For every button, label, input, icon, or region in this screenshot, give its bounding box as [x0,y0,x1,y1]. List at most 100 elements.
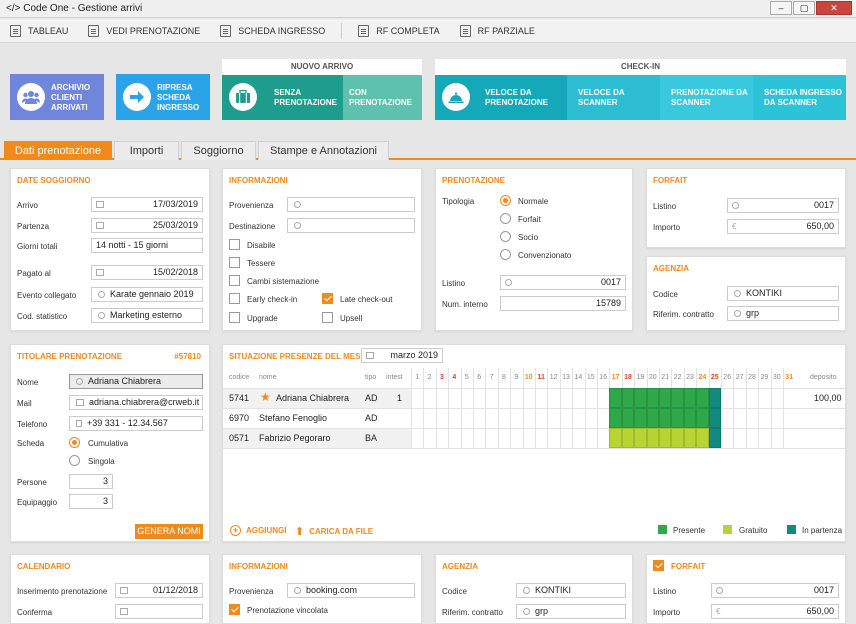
cambi-sistemazione-checkbox[interactable] [229,275,240,286]
radio-singola[interactable] [69,455,80,466]
genera-nomi-button[interactable]: GENERA NOMI [135,524,203,539]
presence-cell[interactable] [646,388,659,408]
agenzia2-codice-field[interactable]: KONTIKI [516,583,626,598]
ripresa-scheda-button[interactable]: RIPRESA SCHEDA INGRESSO [116,74,210,120]
provenienza-field[interactable] [287,197,415,212]
veloce-da-prenotazione-button[interactable]: VELOCE DA PRENOTAZIONE [435,75,567,120]
conferma-field[interactable] [115,604,203,619]
scheda-ingresso-da-scanner-button[interactable]: SCHEDA INGRESSO DA SCANNER [753,75,846,120]
forfait-listino-field[interactable]: 0017 [727,198,839,213]
departure-cell[interactable] [708,388,721,408]
radio-normale[interactable] [500,195,511,206]
presence-cell[interactable] [609,428,622,448]
presence-cell[interactable] [683,428,697,448]
forfait2-importo-field[interactable]: €650,00 [711,604,839,619]
toolbar-scheda-ingresso[interactable]: SCHEDA INGRESSO [210,19,335,43]
early-checkin-checkbox[interactable] [229,293,240,304]
presence-cell[interactable] [621,408,635,428]
forfait2-listino-field[interactable]: 0017 [711,583,839,598]
toolbar-vedi-prenotazione[interactable]: VEDI PRENOTAZIONE [78,19,210,43]
presence-cell[interactable] [609,388,622,408]
upgrade-checkbox[interactable] [229,312,240,323]
toolbar-rf-parziale[interactable]: RF PARZIALE [450,19,545,43]
persone-field[interactable]: 3 [69,474,113,489]
close-button[interactable]: ✕ [816,1,852,15]
presence-cell[interactable] [696,408,709,428]
prenotazione-vincolata-checkbox[interactable] [229,604,240,615]
presence-cell[interactable] [671,408,684,428]
agenzia2-rif-field[interactable]: grp [516,604,626,619]
radio-convenzionato[interactable] [500,249,511,260]
tessere-checkbox[interactable] [229,257,240,268]
agenzia-rif-field[interactable]: grp [727,306,839,321]
equipaggio-field[interactable]: 3 [69,494,113,509]
pagato-field[interactable]: 15/02/2018 [91,265,203,280]
presence-cell[interactable] [646,408,659,428]
destinazione-label: Destinazione [229,222,276,231]
con-label: CON PRENOTAZIONE [349,88,412,107]
prenotazione-da-scanner-button[interactable]: PRENOTAZIONE DA SCANNER [660,75,753,120]
tab-importi[interactable]: Importi [114,141,179,160]
departure-cell[interactable] [708,428,721,448]
presence-cell[interactable] [609,408,622,428]
search-icon [294,201,301,208]
forfait2-checkbox[interactable] [653,560,664,571]
presence-cell[interactable] [671,428,684,448]
presence-cell[interactable] [634,428,647,448]
presence-cell[interactable] [621,428,635,448]
presence-cell[interactable] [646,428,659,448]
presence-cell[interactable] [659,428,672,448]
radio-socio[interactable] [500,231,511,242]
presence-cell[interactable] [659,408,672,428]
nome-field[interactable]: Adriana Chiabrera [69,374,203,389]
veloce-da-scanner-button[interactable]: VELOCE DA SCANNER [567,75,660,120]
agenzia-codice-field[interactable]: KONTIKI [727,286,839,301]
aggiungi-button[interactable]: + AGGIUNGI [230,525,286,536]
con-prenotazione-button[interactable]: CON PRENOTAZIONE [343,75,422,120]
tessere-label: Tessere [247,259,276,268]
upsell-checkbox[interactable] [322,312,333,323]
provenienza2-field[interactable]: booking.com [287,583,415,598]
carica-da-file-button[interactable]: ⬆ CARICA DA FILE [295,526,374,538]
archivio-clienti-button[interactable]: ARCHIVIO CLIENTI ARRIVATI [10,74,104,120]
cod-statistico-field[interactable]: Marketing esterno [91,308,203,323]
listino-field[interactable]: 0017 [500,275,626,290]
partenza-field[interactable]: 25/03/2019 [91,218,203,233]
num-interno-field[interactable]: 15789 [500,296,626,311]
radio-forfait[interactable] [500,213,511,224]
inserimento-field[interactable]: 01/12/2018 [115,583,203,598]
presence-cell[interactable] [683,408,697,428]
forfait2-importo-label: Importo [653,608,681,617]
late-checkout-checkbox[interactable] [322,293,333,304]
mail-field[interactable]: adriana.chiabrera@crweb.it [69,395,203,410]
evento-field[interactable]: Karate gennaio 2019 [91,287,203,302]
presence-cell[interactable] [696,428,709,448]
tab-dati-prenotazione[interactable]: Dati prenotazione [4,141,112,160]
cod-statistico-label: Cod. statistico [17,312,68,321]
senza-prenotazione-button[interactable]: SENZA PRENOTAZIONE [222,75,343,120]
minimize-button[interactable]: – [770,1,792,15]
tab-stampe-annotazioni[interactable]: Stampe e Annotazioni [258,141,389,160]
conferma-label: Conferma [17,608,53,617]
presence-cell[interactable] [634,408,647,428]
radio-cumulativa[interactable] [69,437,80,448]
telefono-field[interactable]: +39 331 - 12.34.567 [69,416,203,431]
star-icon[interactable]: ★ [260,390,271,404]
toolbar-tableau[interactable]: TABLEAU [0,19,78,43]
presence-cell[interactable] [634,388,647,408]
panel-title: FORFAIT [671,562,706,571]
month-picker[interactable]: marzo 2019 [361,348,443,363]
tab-soggiorno[interactable]: Soggiorno [181,141,256,160]
departure-cell[interactable] [708,408,721,428]
forfait-importo-field[interactable]: €650,00 [727,219,839,234]
disabile-checkbox[interactable] [229,239,240,250]
presence-cell[interactable] [659,388,672,408]
restore-button[interactable]: ▢ [793,1,815,15]
destinazione-field[interactable] [287,218,415,233]
presence-cell[interactable] [671,388,684,408]
toolbar-rf-completa[interactable]: RF COMPLETA [348,19,449,43]
presence-cell[interactable] [696,388,709,408]
arrivo-field[interactable]: 17/03/2019 [91,197,203,212]
presence-cell[interactable] [621,388,635,408]
presence-cell[interactable] [683,388,697,408]
